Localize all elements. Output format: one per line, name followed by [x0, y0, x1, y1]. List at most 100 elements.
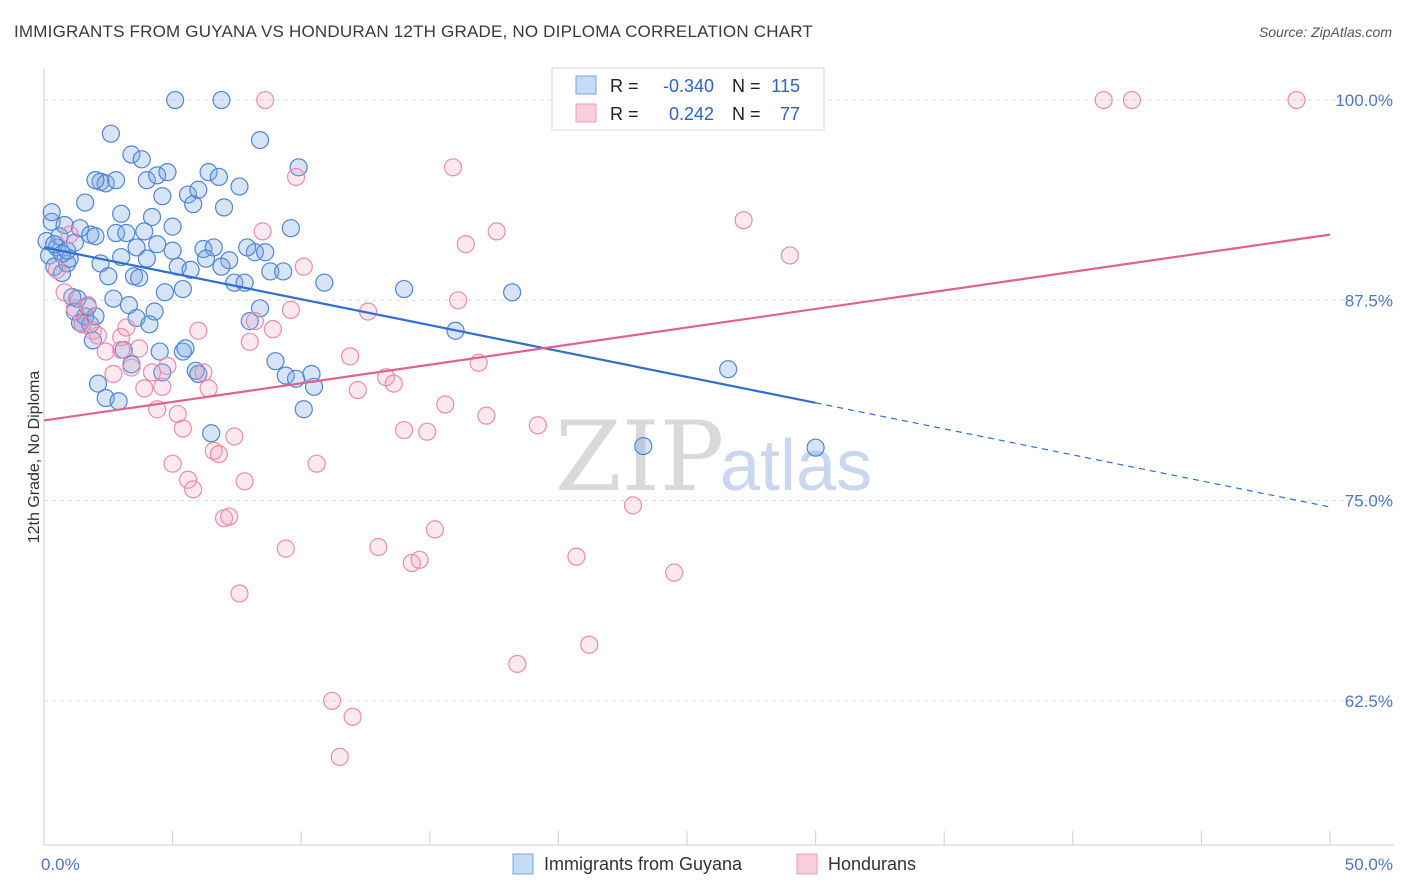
point-s0-75 [130, 268, 149, 287]
point-s0-37 [132, 150, 151, 169]
x-tick-labels: 0.0% 50.0% [41, 855, 1393, 874]
point-s1-45 [340, 347, 360, 366]
point-s0-36 [127, 238, 146, 257]
y-tick-label-1: 87.5% [1345, 291, 1393, 310]
point-s0-35 [122, 145, 141, 164]
point-s1-64 [528, 416, 547, 435]
point-s1-30 [220, 507, 239, 526]
point-s1-5 [78, 296, 97, 315]
legend-n-value-hondurans: 77 [780, 104, 800, 124]
point-s1-62 [487, 222, 506, 241]
point-s0-102 [135, 222, 154, 241]
point-s0-79 [155, 283, 174, 302]
bottom-legend: Immigrants from Guyana Hondurans [512, 853, 916, 875]
point-s0-64 [281, 219, 301, 238]
point-s1-12 [122, 358, 141, 377]
point-s0-71 [104, 289, 123, 308]
point-s1-1 [55, 283, 74, 302]
legend-r-value-hondurans: 0.242 [669, 104, 714, 124]
point-s0-43 [163, 217, 182, 236]
point-s1-69 [734, 211, 753, 230]
point-s1-66 [580, 635, 599, 654]
point-s1-18 [158, 356, 177, 376]
point-s1-65 [567, 547, 586, 566]
point-s0-98 [176, 339, 195, 358]
point-s0-82 [186, 361, 205, 380]
legend-n-value-guyana: 115 [771, 76, 800, 96]
legend-box: R = -0.340 N = 115 R = 0.242 N = 77 [551, 67, 825, 131]
point-s0-45 [173, 279, 192, 299]
point-s1-44 [330, 747, 349, 766]
point-s0-26 [76, 193, 95, 212]
point-s1-28 [209, 444, 228, 464]
point-s0-42 [158, 163, 177, 182]
point-s1-43 [322, 691, 342, 710]
y-tick-labels: 100.0% 87.5% 75.0% 62.5% [1335, 91, 1393, 711]
series-hondurans-points [47, 90, 1306, 766]
point-s1-53 [410, 550, 429, 569]
point-s1-57 [443, 158, 463, 177]
point-s1-6 [83, 321, 102, 340]
point-s1-10 [112, 328, 131, 347]
point-s1-38 [276, 539, 295, 558]
point-s1-56 [436, 395, 455, 414]
bottom-legend-label-guyana: Immigrants from Guyana [544, 854, 743, 874]
point-s0-61 [261, 262, 280, 281]
point-s1-61 [477, 406, 496, 425]
point-s0-30 [96, 174, 115, 193]
point-s0-111 [503, 283, 522, 302]
point-s1-0 [47, 260, 66, 279]
point-s1-13 [130, 339, 149, 358]
point-s1-67 [623, 496, 643, 515]
y-tick-label-3: 62.5% [1345, 692, 1393, 711]
point-s1-59 [456, 235, 475, 254]
point-s1-24 [189, 321, 208, 340]
point-s1-37 [263, 320, 283, 339]
point-s1-36 [253, 222, 272, 241]
point-s1-8 [96, 342, 115, 361]
y-tick-label-0: 100.0% [1335, 91, 1393, 110]
point-s1-14 [135, 379, 154, 398]
point-s0-18 [83, 331, 102, 350]
point-s1-48 [369, 537, 388, 557]
point-s1-54 [418, 422, 437, 441]
point-s0-32 [106, 223, 126, 243]
point-s1-20 [168, 404, 187, 424]
point-s0-60 [250, 130, 270, 150]
point-s1-35 [245, 312, 265, 331]
point-s0-108 [238, 238, 257, 257]
watermark-atlas: atlas [720, 426, 872, 506]
point-s1-9 [104, 364, 123, 384]
point-s0-101 [106, 171, 126, 190]
point-s1-71 [256, 90, 275, 110]
trend-line-s0 [43, 246, 816, 404]
x-tick-label-0: 0.0% [41, 855, 80, 874]
legend-n-label-guyana: N = [732, 76, 761, 96]
point-s0-106 [196, 249, 216, 268]
axes [43, 68, 1394, 846]
point-s0-6 [52, 263, 72, 283]
point-s0-96 [140, 315, 159, 334]
point-s1-51 [394, 420, 414, 440]
point-s1-2 [60, 225, 79, 244]
point-s0-86 [256, 243, 275, 262]
point-s0-48 [189, 180, 208, 199]
point-s0-81 [173, 342, 192, 361]
point-s1-26 [199, 379, 218, 398]
trend-line-dashed-s0 [815, 402, 1331, 508]
point-s0-107 [212, 257, 231, 276]
point-s0-47 [184, 195, 203, 214]
point-s1-72 [343, 707, 362, 726]
point-s0-31 [101, 124, 120, 143]
point-s0-34 [117, 223, 136, 243]
point-s1-41 [294, 257, 313, 276]
point-s1-46 [348, 380, 367, 400]
watermark-zip: ZIP [555, 401, 724, 513]
point-s0-25 [70, 219, 90, 238]
point-s1-42 [307, 454, 326, 473]
point-s0-68 [315, 273, 334, 292]
chart-title: IMMIGRANTS FROM GUYANA VS HONDURAN 12TH … [14, 22, 813, 41]
point-s0-87 [274, 262, 293, 281]
point-s1-4 [73, 315, 92, 334]
